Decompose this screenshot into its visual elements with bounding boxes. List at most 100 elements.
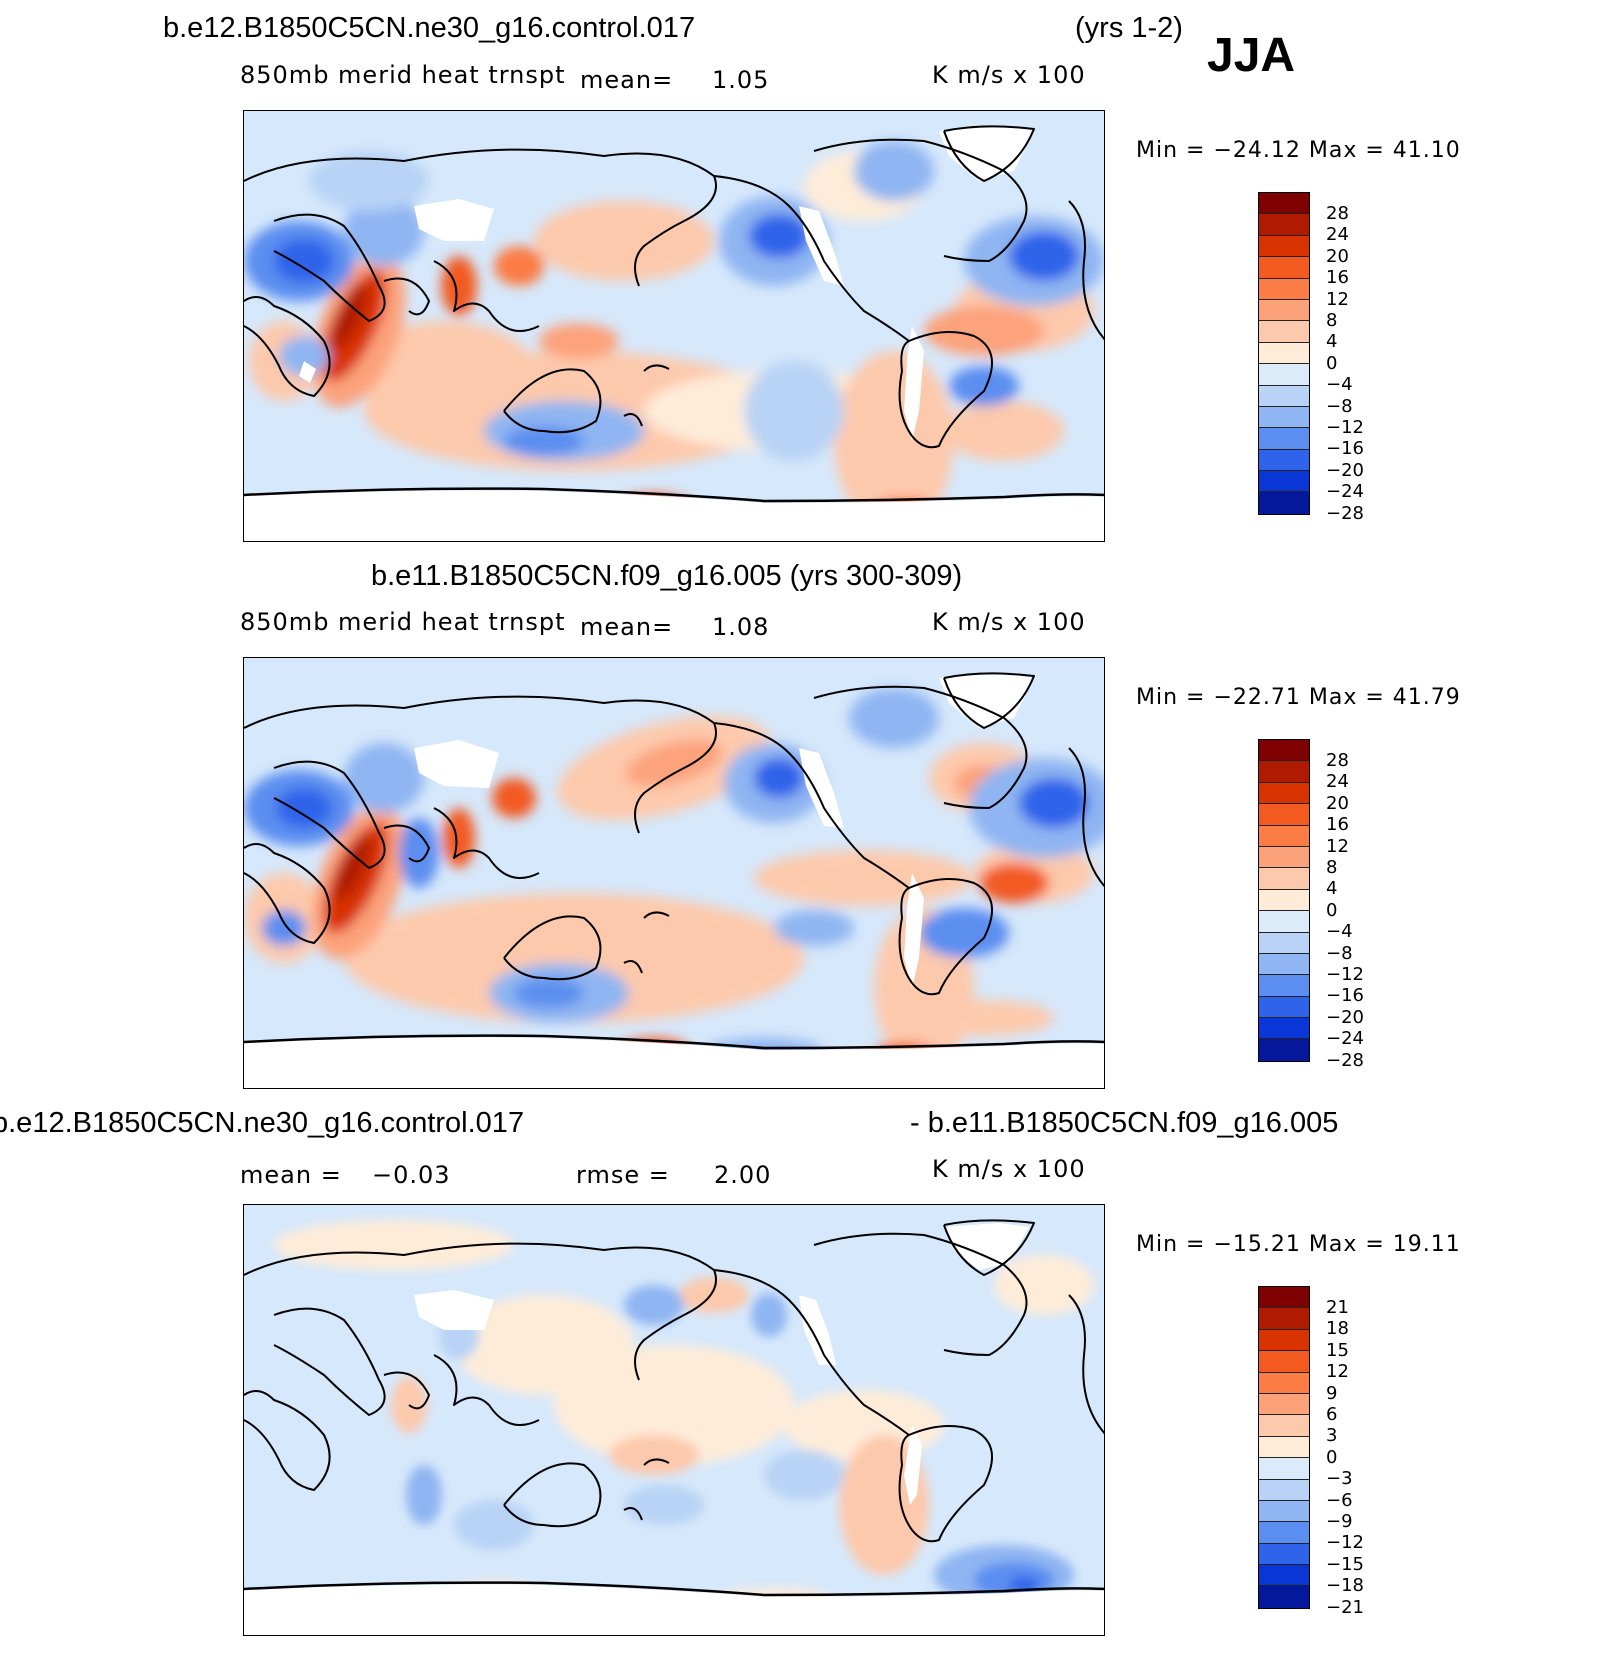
panel3-rmse-label: rmse =: [576, 1161, 670, 1189]
colorbar-label: −8: [1326, 942, 1353, 964]
colorbar-label: −4: [1326, 374, 1353, 396]
colorbar-label: −12: [1326, 417, 1364, 439]
panel3-colorbar-seg: [1259, 1565, 1309, 1587]
panel1-colorbar-seg: [1259, 428, 1309, 450]
colorbar-label: 24: [1326, 224, 1349, 246]
panel3-colorbar-seg: [1259, 1500, 1309, 1523]
colorbar-label: 0: [1326, 899, 1338, 921]
colorbar-label: 3: [1326, 1425, 1338, 1447]
colorbar-label: −4: [1326, 921, 1353, 943]
colorbar-label: 20: [1326, 792, 1349, 814]
panel3-colorbar-seg: [1259, 1479, 1309, 1501]
panel2-colorbar: [1258, 739, 1310, 1062]
panel3-colorbar-seg: [1259, 1458, 1309, 1480]
panel3-colorbar: [1258, 1286, 1310, 1609]
panel3-colorbar-seg: [1259, 1329, 1309, 1352]
panel1-field: [244, 125, 1104, 541]
panel3-minmax: Min = −15.21 Max = 19.11: [1136, 1232, 1461, 1257]
colorbar-label: 15: [1326, 1339, 1349, 1361]
colorbar-label: −18: [1326, 1575, 1364, 1597]
panel1-colorbar-seg: [1259, 257, 1309, 279]
colorbar-label: 28: [1326, 750, 1349, 771]
panel2-colorbar-seg: [1259, 761, 1309, 783]
colorbar-label: −24: [1326, 481, 1364, 503]
colorbar-label: −28: [1326, 1049, 1364, 1071]
panel1-mean-value: 1.05: [712, 66, 770, 94]
colorbar-label: −20: [1326, 1006, 1364, 1028]
panel2-units: K m/s x 100: [932, 608, 1086, 636]
panel2-map: [243, 657, 1105, 1089]
panel1-colorbar-seg: [1259, 278, 1309, 300]
colorbar-label: 12: [1326, 1361, 1349, 1383]
panel2-colorbar-seg: [1259, 868, 1309, 890]
panel2-variable: 850mb merid heat trnspt: [240, 608, 566, 636]
case2-title: b.e11.B1850C5CN.f09_g16.005 (yrs 300-309…: [371, 560, 963, 592]
colorbar-label: −24: [1326, 1028, 1364, 1050]
colorbar-label: −9: [1326, 1511, 1353, 1533]
panel2-field: [244, 672, 1104, 1088]
panel3-mean-label: mean =: [240, 1161, 342, 1189]
colorbar-label: 8: [1326, 310, 1338, 332]
panel1-map: [243, 110, 1105, 542]
colorbar-label: −20: [1326, 459, 1364, 481]
panel1-colorbar-seg: [1259, 364, 1309, 386]
panel3-units: K m/s x 100: [932, 1155, 1086, 1183]
colorbar-label: 20: [1326, 245, 1349, 267]
panel2-colorbar-labels: 28 24 20 16 12 8 4 0 −4 −8 −12 −16 −20 −…: [1326, 750, 1364, 1071]
panel1-colorbar-seg: [1259, 299, 1309, 322]
diff-title-right: - b.e11.B1850C5CN.f09_g16.005: [910, 1107, 1339, 1139]
panel1-mean-label: mean=: [580, 66, 674, 94]
panel3-colorbar-seg: [1259, 1522, 1309, 1544]
panel3-rmse-value: 2.00: [714, 1161, 772, 1189]
case1-years: (yrs 1-2): [1075, 12, 1183, 44]
colorbar-label: 18: [1326, 1318, 1349, 1340]
colorbar-label: 4: [1326, 878, 1338, 900]
colorbar-label: −28: [1326, 502, 1364, 524]
panel2-mean-label: mean=: [580, 613, 674, 641]
panel2-minmax: Min = −22.71 Max = 41.79: [1136, 685, 1461, 710]
colorbar-label: 4: [1326, 331, 1338, 353]
panel1-colorbar-seg: [1259, 193, 1309, 215]
panel1-colorbar-seg: [1259, 406, 1309, 429]
diff-title-left: b.e12.B1850C5CN.ne30_g16.control.017: [0, 1107, 525, 1139]
panel3-colorbar-seg: [1259, 1351, 1309, 1373]
colorbar-label: −16: [1326, 985, 1364, 1007]
colorbar-label: 0: [1326, 352, 1338, 374]
panel2-colorbar-seg: [1259, 996, 1309, 1019]
colorbar-label: −15: [1326, 1553, 1364, 1575]
colorbar-label: 0: [1326, 1446, 1338, 1468]
panel3-colorbar-seg: [1259, 1393, 1309, 1416]
panel3-colorbar-seg: [1259, 1372, 1309, 1394]
colorbar-label: −6: [1326, 1489, 1353, 1511]
panel1-colorbar-seg: [1259, 214, 1309, 236]
panel3-colorbar-seg: [1259, 1436, 1309, 1459]
panel2-colorbar-seg: [1259, 1039, 1309, 1061]
panel1-colorbar-seg: [1259, 385, 1309, 407]
colorbar-label: −21: [1326, 1596, 1364, 1618]
panel2-colorbar-seg: [1259, 975, 1309, 997]
case1-title: b.e12.B1850C5CN.ne30_g16.control.017: [163, 12, 696, 44]
colorbar-label: −8: [1326, 395, 1353, 417]
panel3-colorbar-seg: [1259, 1543, 1309, 1566]
panel1-colorbar-seg: [1259, 471, 1309, 493]
panel2-colorbar-seg: [1259, 932, 1309, 954]
season-label: JJA: [1207, 29, 1296, 82]
panel2-colorbar-seg: [1259, 846, 1309, 869]
colorbar-label: 8: [1326, 857, 1338, 879]
panel2-colorbar-seg: [1259, 953, 1309, 976]
panel2-colorbar-seg: [1259, 825, 1309, 847]
panel2-mean-value: 1.08: [712, 613, 770, 641]
panel2-colorbar-seg: [1259, 1018, 1309, 1040]
colorbar-label: 24: [1326, 771, 1349, 793]
colorbar-label: 9: [1326, 1382, 1338, 1404]
panel3-colorbar-seg: [1259, 1415, 1309, 1437]
colorbar-label: 28: [1326, 203, 1349, 224]
panel1-variable: 850mb merid heat trnspt: [240, 61, 566, 89]
panel3-map: [243, 1204, 1105, 1636]
colorbar-label: 6: [1326, 1404, 1338, 1426]
panel1-colorbar-seg: [1259, 492, 1309, 514]
panel3-colorbar-seg: [1259, 1287, 1309, 1309]
panel1-units: K m/s x 100: [932, 61, 1086, 89]
panel1-colorbar-seg: [1259, 321, 1309, 343]
colorbar-label: −3: [1326, 1468, 1353, 1490]
